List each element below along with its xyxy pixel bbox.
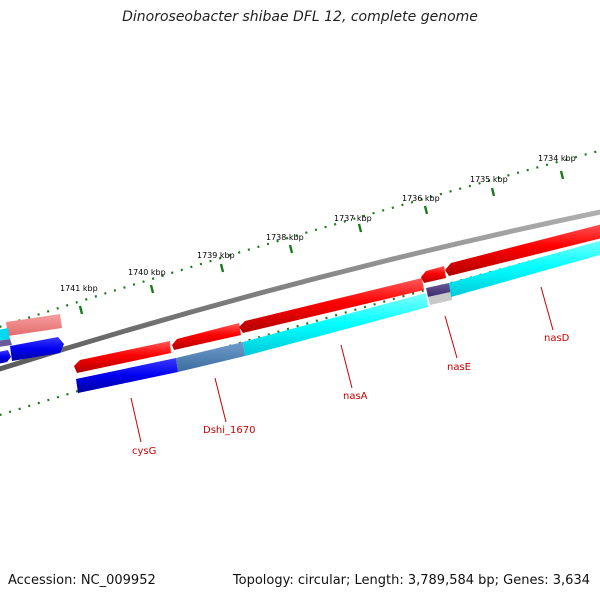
partial-feature-blue-arrow [10, 337, 64, 361]
tick-label: 1741 kbp [60, 284, 98, 293]
gene-label-nasA: nasA [343, 391, 368, 402]
inner-tick-ring [0, 241, 600, 417]
feature-nasE-grey [428, 292, 452, 305]
cds-arrow-nasA [239, 278, 424, 333]
partial-feature-purple-edge [0, 339, 12, 347]
major-ticks [78, 170, 565, 315]
tick-label: 1734 kbp [538, 154, 576, 163]
feature-cysG-blue [76, 358, 178, 393]
feature-dshi1670-steel [176, 342, 245, 372]
gene-label-nasD: nasD [544, 333, 570, 344]
cds-arrow-nasD [445, 224, 600, 276]
genome-backbone [0, 209, 600, 372]
tick-label: 1735 kbp [470, 175, 508, 184]
tick-label: 1738 kbp [266, 233, 304, 242]
feature-nasD-cyan [449, 240, 600, 297]
gene-label-nasE: nasE [447, 362, 471, 373]
tick-label: 1740 kbp [128, 268, 166, 277]
gene-label-dshi1670: Dshi_1670 [203, 425, 255, 436]
outer-tick-ring [0, 149, 600, 328]
tick-label: 1737 kbp [334, 214, 372, 223]
partial-feature-pink [6, 314, 62, 336]
accession-text: Accession: NC_009952 [8, 573, 156, 588]
feature-nasA-cyan [243, 293, 428, 356]
partial-feature-cyan-edge [0, 328, 10, 341]
cds-arrow-dshi1670-region [172, 323, 241, 350]
tick-label: 1736 kbp [402, 194, 440, 203]
gene-label-cysG: cysG [132, 446, 156, 457]
gene-leader-lines [130, 286, 554, 443]
cds-arrow-cysG-region [74, 341, 171, 373]
cds-arrow-nasE [421, 266, 446, 283]
tick-label: 1739 kbp [197, 251, 235, 260]
feature-nasE-purple [426, 283, 451, 297]
genome-summary-text: Topology: circular; Length: 3,789,584 bp… [232, 573, 590, 588]
map-title: Dinoroseobacter shibae DFL 12, complete … [122, 9, 478, 25]
partial-feature-blue-edge [0, 350, 11, 364]
